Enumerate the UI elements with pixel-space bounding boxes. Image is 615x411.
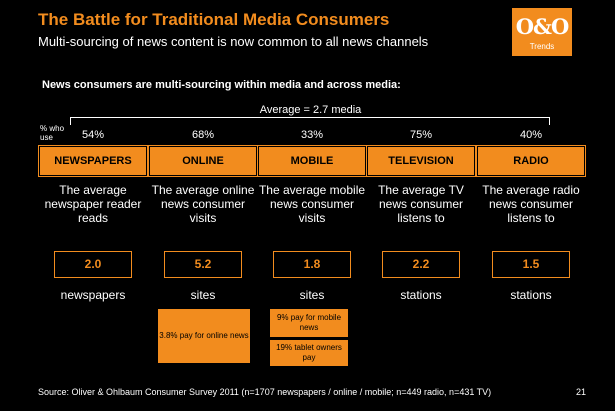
- media-description: The average TV news consumer listens to: [378, 183, 464, 225]
- average-value: 5.2: [164, 251, 242, 278]
- slide-subtitle: Multi-sourcing of news content is now co…: [38, 34, 429, 49]
- usage-percent: 33%: [300, 129, 324, 141]
- media-header: TELEVISION: [366, 145, 476, 177]
- media-description: The average mobile news consumer visits: [258, 183, 366, 225]
- average-bracket: [70, 117, 550, 125]
- online-pay-note: 3.8% pay for online news: [158, 309, 250, 363]
- who-use-label: % who use: [40, 124, 65, 142]
- average-value: 2.2: [382, 251, 460, 278]
- column-newspapers: 54% NEWSPAPERS The average newspaper rea…: [38, 126, 148, 302]
- brand-logo: O&O Trends: [512, 8, 572, 56]
- average-value: 2.0: [54, 251, 132, 278]
- value-unit: sites: [299, 288, 325, 302]
- column-radio: 40% RADIO The average radio news consume…: [476, 126, 586, 302]
- average-value: 1.5: [492, 251, 570, 278]
- lead-statement: News consumers are multi-sourcing within…: [42, 79, 401, 91]
- column-mobile: 33% MOBILE The average mobile news consu…: [257, 126, 367, 302]
- media-header: ONLINE: [148, 145, 258, 177]
- usage-percent: 54%: [81, 129, 105, 141]
- column-television: 75% TELEVISION The average TV news consu…: [366, 126, 476, 302]
- value-unit: sites: [190, 288, 216, 302]
- average-value: 1.8: [273, 251, 351, 278]
- usage-percent: 75%: [409, 129, 433, 141]
- logo-mark: O&O: [515, 14, 570, 39]
- average-label: Average = 2.7 media: [259, 104, 362, 116]
- media-description: The average online news consumer visits: [151, 183, 255, 225]
- media-header: NEWSPAPERS: [38, 145, 148, 177]
- usage-percent: 68%: [191, 129, 215, 141]
- media-header: RADIO: [476, 145, 586, 177]
- column-online: 68% ONLINE The average online news consu…: [148, 126, 258, 302]
- slide-title: The Battle for Traditional Media Consume…: [38, 10, 390, 29]
- usage-percent: 40%: [519, 129, 543, 141]
- media-description: The average radio news consumer listens …: [482, 183, 580, 225]
- value-unit: stations: [510, 288, 552, 302]
- media-description: The average newspaper reader reads: [44, 183, 142, 225]
- source-footnote: Source: Oliver & Ohlbaum Consumer Survey…: [38, 387, 492, 397]
- media-header: MOBILE: [257, 145, 367, 177]
- page-number: 21: [576, 387, 587, 397]
- mobile-pay-note: 9% pay for mobile news: [270, 309, 348, 337]
- tablet-pay-note: 19% tablet owners pay: [270, 340, 348, 366]
- value-unit: newspapers: [60, 288, 126, 302]
- logo-subtitle: Trends: [529, 42, 555, 51]
- value-unit: stations: [400, 288, 442, 302]
